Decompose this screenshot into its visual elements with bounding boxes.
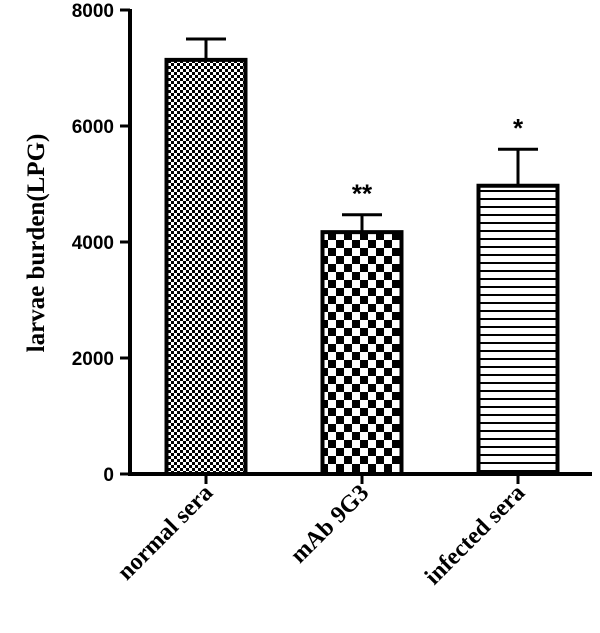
significance-label: *: [513, 113, 524, 143]
y-axis-label: larvae burden(LPG): [23, 134, 50, 353]
y-tick-label: 0: [103, 465, 114, 486]
x-tick-label: normal sera: [113, 480, 219, 586]
bar-infected-sera: [476, 183, 560, 477]
bar-mab-9g3: [320, 230, 404, 476]
x-tick-label: infected sera: [420, 480, 530, 590]
y-tick-label: 8000: [72, 1, 114, 22]
y-tick-label: 6000: [72, 117, 114, 138]
bar-normal-sera: [164, 57, 248, 476]
significance-label: **: [352, 179, 373, 209]
bars: normal sera mAb 9G3 ** infected sera *: [113, 37, 560, 590]
y-tick-label: 2000: [72, 349, 114, 370]
y-tick-label: 4000: [72, 233, 114, 254]
x-tick-label: mAb 9G3: [286, 480, 375, 569]
